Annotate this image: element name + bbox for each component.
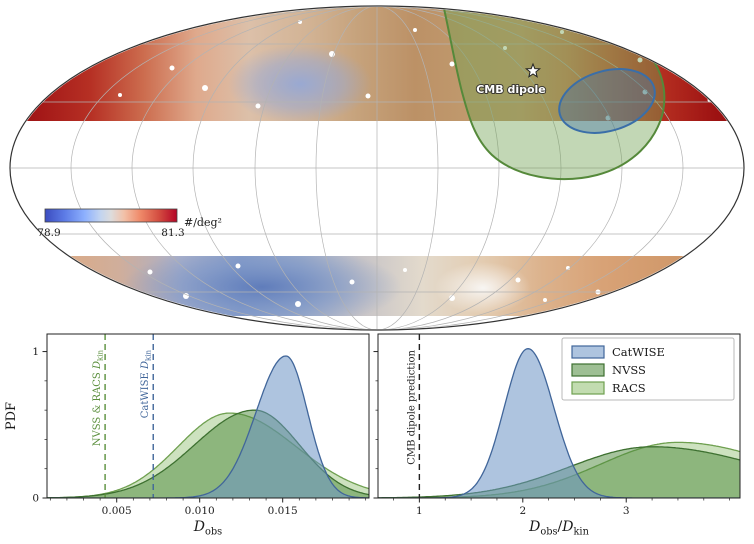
legend-label-racs: RACS: [612, 381, 646, 395]
colorbar: 78.9 81.3 #/deg²: [37, 208, 222, 239]
legend-swatch-nvss: [571, 363, 605, 377]
legend-swatch-catwise: [571, 345, 605, 359]
map-outline: [9, 5, 745, 331]
y-tick-label: 0: [32, 493, 39, 505]
x-axis-label: Dobs/Dkin: [528, 519, 589, 538]
legend-label-catwise: CatWISE: [612, 345, 665, 359]
panel-border: [377, 333, 741, 499]
sky-map: CMB dipole 78.9 81.3 #/deg²: [9, 5, 745, 331]
x-tick-label: 0.015: [268, 505, 298, 517]
catwise-contour: [558, 68, 656, 134]
cmb-dipole-star-icon: [524, 62, 542, 78]
x-tick-label: 3: [623, 505, 630, 517]
legend: CatWISE NVSS RACS: [561, 337, 735, 401]
colorbar-unit-label: #/deg²: [184, 216, 222, 229]
reference-line-label-0: NVSS & RACS Dkin: [92, 350, 105, 447]
reference-line-label-0: CMB dipole prediction: [406, 349, 417, 464]
x-tick-label: 0.010: [185, 505, 215, 517]
colorbar-gradient: [44, 208, 178, 223]
pdf-fill-catwise: [378, 348, 740, 498]
colorbar-max-label: 81.3: [161, 227, 184, 239]
reference-line-label-1: CatWISE Dkin: [140, 350, 153, 419]
pdf-fill-catwise: [47, 356, 369, 498]
x-tick-label: 2: [519, 505, 526, 517]
pdf-curve-catwise: [47, 355, 369, 498]
pdf-charts: NVSS & RACS Dkin CatWISE Dkin 0.005 0.010 0.…: [4, 333, 741, 538]
pdf-panel-ratio: CMB dipole prediction 1 2 3 Dobs/Dkin CatWISE…: [373, 333, 741, 538]
y-tick-label: 1: [32, 346, 39, 358]
y-axis-label: PDF: [4, 402, 19, 430]
x-tick-label: 0.005: [102, 505, 132, 517]
legend-swatch-racs: [571, 381, 605, 395]
panel-border: [46, 333, 370, 499]
x-tick-label: 1: [416, 505, 423, 517]
colorbar-min-label: 78.9: [37, 227, 60, 239]
cmb-dipole-label: CMB dipole: [476, 83, 546, 96]
pdf-panel-dobs: NVSS & RACS Dkin CatWISE Dkin 0.005 0.010 0.…: [4, 333, 370, 538]
legend-label-nvss: NVSS: [612, 363, 646, 377]
x-axis-label: Dobs: [193, 519, 222, 538]
